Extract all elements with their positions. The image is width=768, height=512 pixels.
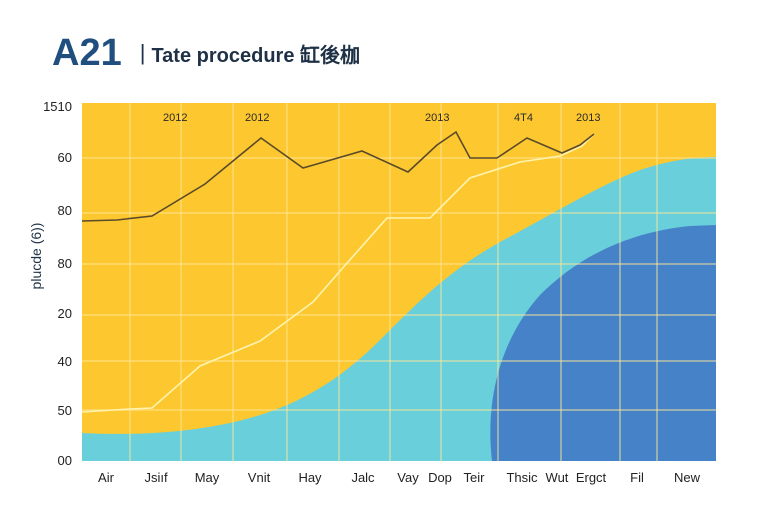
x-tick: Teir — [464, 470, 486, 485]
y-tick: 60 — [58, 150, 72, 165]
x-tick: Ergct — [576, 470, 607, 485]
chart-code: A21 — [52, 31, 122, 74]
x-tick: Jsiıf — [144, 470, 168, 485]
x-tick: New — [674, 470, 701, 485]
y-tick: 1510 — [43, 99, 72, 114]
dark-line-series — [81, 130, 595, 222]
x-tick: Vay — [397, 470, 419, 485]
year-annotations: 2012 2012 2013 4T4 2013 — [163, 112, 600, 124]
x-tick: Vnit — [248, 470, 271, 485]
y-tick: 80 — [58, 203, 72, 218]
y-tick: 20 — [58, 306, 72, 321]
annotation: 4T4 — [514, 112, 533, 124]
x-tick: Dop — [428, 470, 452, 485]
x-tick: Thsic — [506, 470, 538, 485]
annotation: 2013 — [425, 112, 449, 124]
y-tick: 50 — [58, 403, 72, 418]
x-tick: Wut — [546, 470, 569, 485]
y-tick: 80 — [58, 256, 72, 271]
x-tick: Air — [98, 470, 115, 485]
horizontal-gridlines — [82, 157, 716, 411]
y-axis-ticks: 00 50 40 20 80 80 60 1510 — [43, 99, 72, 468]
x-axis-ticks: Air Jsiıf May Vnit Hay Jalc Vay Dop Teir… — [98, 470, 701, 485]
x-tick: Hay — [298, 470, 322, 485]
x-tick: Jalc — [351, 470, 375, 485]
blue-area — [490, 225, 716, 461]
x-tick: Fil — [630, 470, 644, 485]
y-axis-label: plucde (6)) — [28, 223, 44, 290]
vertical-gridlines — [129, 103, 658, 461]
annotation: 2012 — [245, 112, 269, 124]
annotation: 2013 — [576, 112, 600, 124]
title-separator: | — [139, 40, 146, 65]
light-line-series — [81, 133, 595, 413]
x-tick: May — [195, 470, 220, 485]
annotation: 2012 — [163, 112, 187, 124]
y-tick: 40 — [58, 354, 72, 369]
chart-title: Tate procedure 缸後枷 — [151, 44, 360, 67]
y-tick: 00 — [58, 453, 72, 468]
chart-header: A21 | Tate procedure 缸後枷 — [52, 30, 360, 76]
